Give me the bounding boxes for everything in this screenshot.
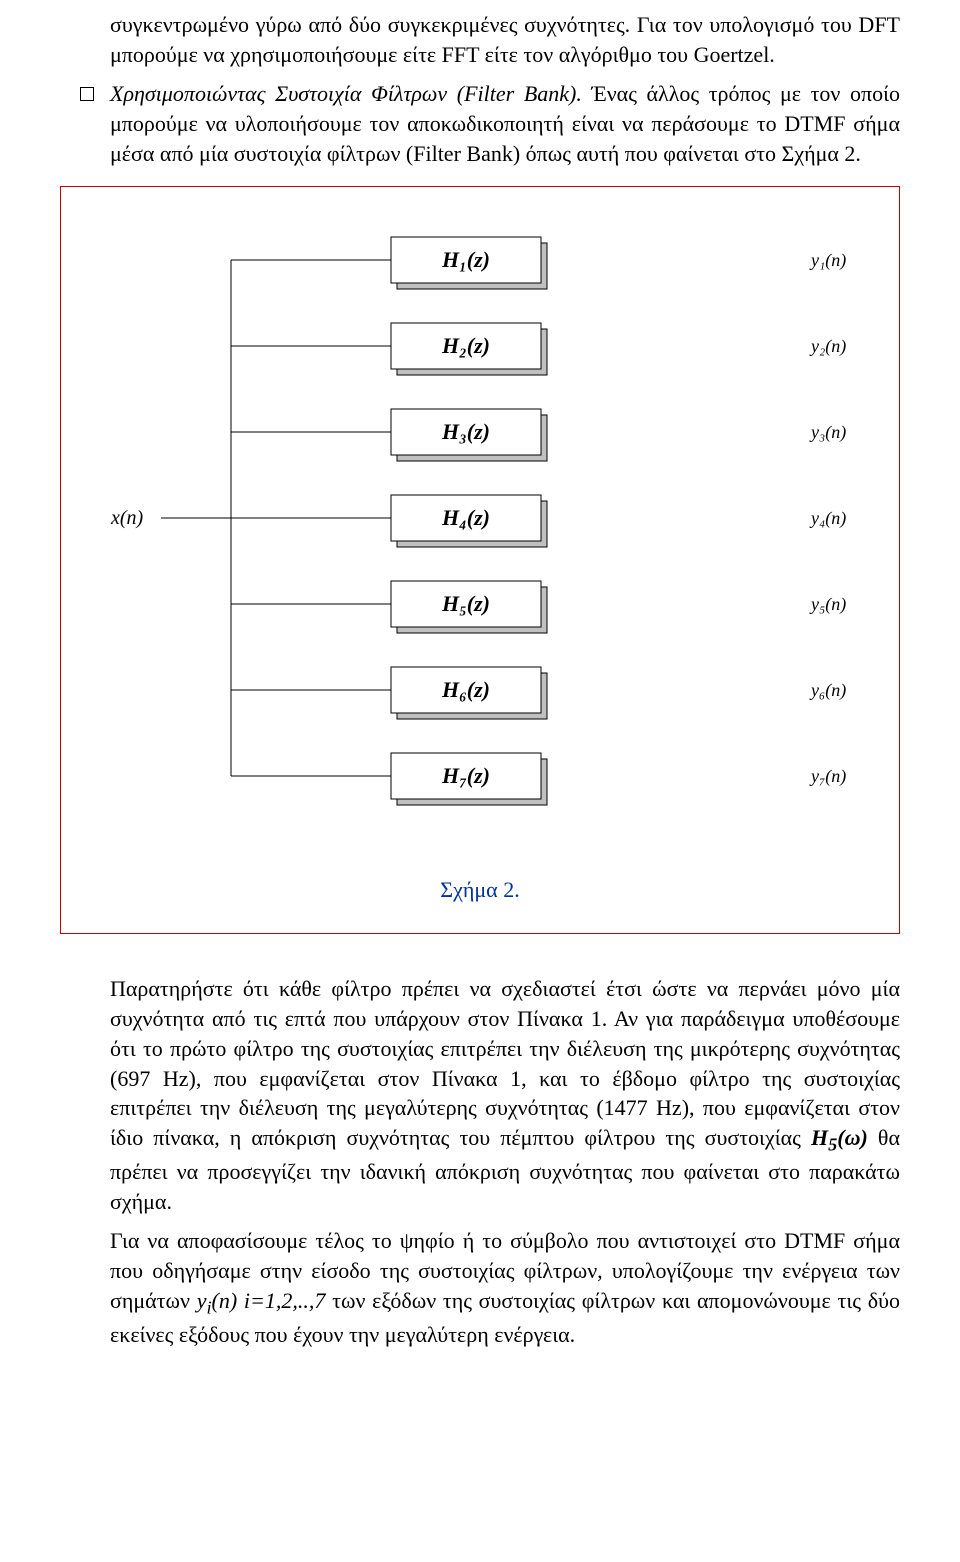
svg-text:y₆(n): y₆(n) — [809, 680, 846, 701]
bullet-square-icon — [80, 87, 94, 101]
figure-caption: Σχήμα 2. — [91, 877, 869, 903]
paragraph-decision: Για να αποφασίσουμε τέλος το ψηφίο ή το … — [110, 1226, 900, 1349]
svg-text:y₇(n): y₇(n) — [809, 766, 846, 787]
p2-part-a: Παρατηρήστε ότι κάθε φίλτρο πρέπει να σχ… — [110, 976, 900, 1149]
svg-text:H₅(z): H₅(z) — [441, 591, 490, 616]
svg-text:x(n): x(n) — [110, 507, 144, 529]
svg-text:y₄(n): y₄(n) — [809, 508, 846, 529]
svg-text:y₂(n): y₂(n) — [809, 336, 846, 357]
bullet-lead: Χρησιμοποιώντας Συστοιχία Φίλτρων (Filte… — [110, 81, 582, 106]
svg-text:y₁(n): y₁(n) — [809, 250, 846, 271]
figure-frame: x(n) H₁(z) y₁(n) H₂(z) y₂(n) H₃(z) y₃(n) H₄(z) y… — [60, 186, 900, 934]
svg-text:y₅(n): y₅(n) — [809, 594, 846, 615]
filter-bank-diagram: x(n) H₁(z) y₁(n) H₂(z) y₂(n) H₃(z) y₃(n) H₄(z) y… — [91, 207, 911, 847]
paragraph-intro: συγκεντρωμένο γύρω από δύο συγκεκριμένες… — [110, 10, 900, 69]
svg-text:y₃(n): y₃(n) — [809, 422, 846, 443]
svg-text:H₄(z): H₄(z) — [441, 505, 490, 530]
svg-text:H₁(z): H₁(z) — [441, 247, 490, 272]
svg-text:H₇(z): H₇(z) — [441, 763, 490, 788]
bullet-text: Χρησιμοποιώντας Συστοιχία Φίλτρων (Filte… — [110, 79, 900, 168]
paragraph-observe: Παρατηρήστε ότι κάθε φίλτρο πρέπει να σχ… — [110, 974, 900, 1216]
h5-symbol: H5(ω) — [811, 1125, 868, 1150]
bullet-item: Χρησιμοποιώντας Συστοιχία Φίλτρων (Filte… — [80, 79, 900, 168]
yi-symbol: yi(n) i=1,2,..,7 — [197, 1288, 326, 1313]
svg-text:H₂(z): H₂(z) — [441, 333, 490, 358]
svg-text:H₆(z): H₆(z) — [441, 677, 490, 702]
svg-text:H₃(z): H₃(z) — [441, 419, 490, 444]
